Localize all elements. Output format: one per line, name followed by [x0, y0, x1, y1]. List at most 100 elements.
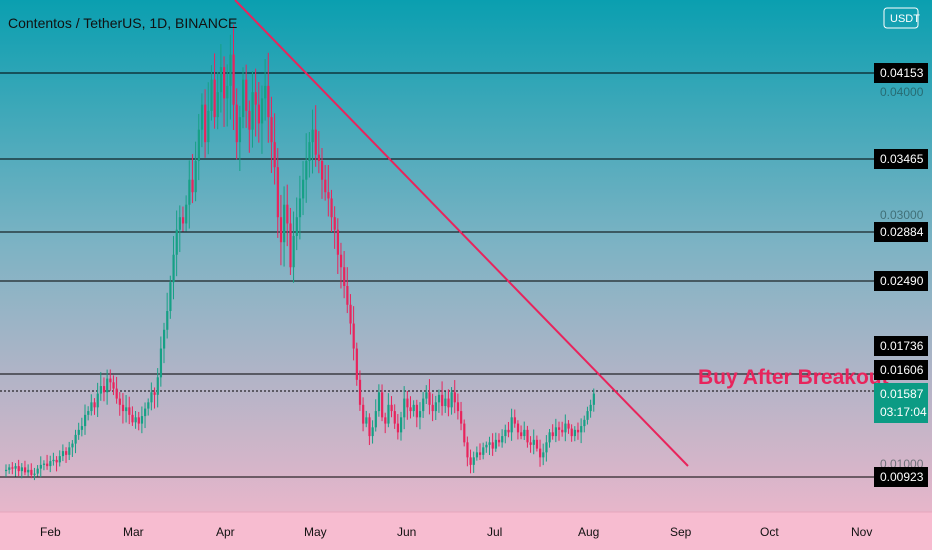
candle-body[interactable] [396, 423, 400, 433]
candle-body[interactable] [181, 217, 185, 224]
candle-body[interactable] [52, 459, 55, 462]
candle-body[interactable] [109, 378, 112, 383]
candle-body[interactable] [33, 473, 36, 475]
candle-body[interactable] [592, 393, 595, 405]
candle-body[interactable] [39, 464, 42, 469]
candle-body[interactable] [163, 329, 166, 349]
candle-body[interactable] [469, 457, 472, 465]
candle-body[interactable] [42, 463, 46, 465]
candle-body[interactable] [576, 429, 580, 433]
candle-body[interactable] [270, 117, 273, 143]
candle-body[interactable] [292, 235, 295, 268]
candle-body[interactable] [153, 392, 156, 395]
candle-body[interactable] [488, 442, 491, 445]
candle-body[interactable] [330, 198, 333, 218]
candle-body[interactable] [128, 407, 131, 415]
candle-body[interactable] [466, 442, 469, 458]
candle-body[interactable] [99, 386, 102, 394]
candle-body[interactable] [551, 432, 554, 437]
candle-body[interactable] [279, 217, 283, 243]
candle-body[interactable] [409, 407, 412, 412]
candle-body[interactable] [102, 386, 106, 393]
candle-body[interactable] [406, 398, 409, 408]
candle-body[interactable] [352, 323, 355, 349]
candle-body[interactable] [8, 467, 11, 470]
candle-body[interactable] [390, 404, 393, 412]
candle-body[interactable] [434, 402, 437, 412]
candle-body[interactable] [311, 129, 314, 143]
candle-body[interactable] [156, 377, 159, 395]
candle-body[interactable] [200, 104, 204, 130]
candle-body[interactable] [254, 92, 257, 105]
candle-body[interactable] [463, 423, 466, 443]
candle-body[interactable] [589, 404, 592, 412]
candle-body[interactable] [374, 411, 377, 428]
candle-body[interactable] [520, 432, 523, 437]
candle-body[interactable] [137, 417, 140, 424]
candle-body[interactable] [387, 404, 390, 424]
candle-body[interactable] [30, 469, 33, 475]
price-tag[interactable]: 0.03465 [874, 149, 928, 169]
candle-body[interactable] [58, 456, 61, 463]
candle-body[interactable] [93, 402, 96, 408]
candle-body[interactable] [197, 129, 200, 161]
candle-body[interactable] [586, 411, 589, 420]
candle-body[interactable] [485, 444, 488, 448]
candle-body[interactable] [339, 254, 343, 268]
candle-body[interactable] [248, 110, 251, 130]
candle-body[interactable] [65, 451, 68, 455]
candle-body[interactable] [118, 398, 121, 405]
candle-body[interactable] [321, 160, 324, 180]
candle-body[interactable] [314, 129, 317, 155]
candle-body[interactable] [172, 254, 175, 283]
candle-body[interactable] [415, 404, 418, 418]
candle-body[interactable] [491, 442, 494, 449]
candle-body[interactable] [336, 229, 339, 255]
candle-body[interactable] [17, 466, 20, 472]
candle-body[interactable] [567, 423, 570, 429]
candle-body[interactable] [235, 104, 238, 143]
candle-body[interactable] [90, 402, 93, 412]
candle-body[interactable] [349, 304, 352, 324]
candle-body[interactable] [204, 104, 207, 143]
candle-body[interactable] [494, 439, 497, 449]
candle-body[interactable] [358, 379, 362, 405]
candle-body[interactable] [510, 417, 513, 433]
candle-body[interactable] [513, 417, 516, 424]
candle-body[interactable] [298, 198, 302, 218]
candle-body[interactable] [223, 67, 226, 99]
candle-body[interactable] [308, 142, 311, 161]
candle-body[interactable] [74, 434, 77, 444]
candle-body[interactable] [219, 67, 223, 93]
candle-body[interactable] [264, 85, 267, 99]
candle-body[interactable] [210, 79, 213, 111]
candle-body[interactable] [400, 417, 403, 433]
candle-body[interactable] [131, 414, 134, 423]
candle-body[interactable] [545, 442, 548, 453]
candle-body[interactable] [371, 427, 374, 437]
candle-body[interactable] [384, 417, 387, 424]
descending-trendline[interactable] [234, 0, 689, 467]
candle-body[interactable] [526, 429, 529, 443]
candle-body[interactable] [460, 411, 463, 424]
candle-body[interactable] [238, 117, 242, 143]
candle-body[interactable] [115, 388, 118, 399]
candle-body[interactable] [11, 467, 14, 469]
candle-body[interactable] [368, 417, 371, 437]
candle-body[interactable] [49, 461, 52, 467]
candle-body[interactable] [242, 79, 245, 118]
candle-body[interactable] [529, 442, 532, 445]
current-price-tag[interactable]: 0.01587 03:17:04 [874, 383, 928, 423]
candle-body[interactable] [317, 154, 321, 161]
candle-body[interactable] [283, 204, 286, 243]
candle-body[interactable] [393, 411, 396, 424]
candle-body[interactable] [178, 217, 181, 230]
candle-body[interactable] [273, 142, 276, 168]
candle-body[interactable] [453, 392, 456, 403]
candle-body[interactable] [554, 427, 558, 437]
candle-body[interactable] [570, 428, 573, 437]
candle-body[interactable] [213, 79, 216, 118]
candle-body[interactable] [507, 429, 510, 433]
candle-body[interactable] [583, 419, 586, 427]
candle-body[interactable] [134, 417, 137, 423]
